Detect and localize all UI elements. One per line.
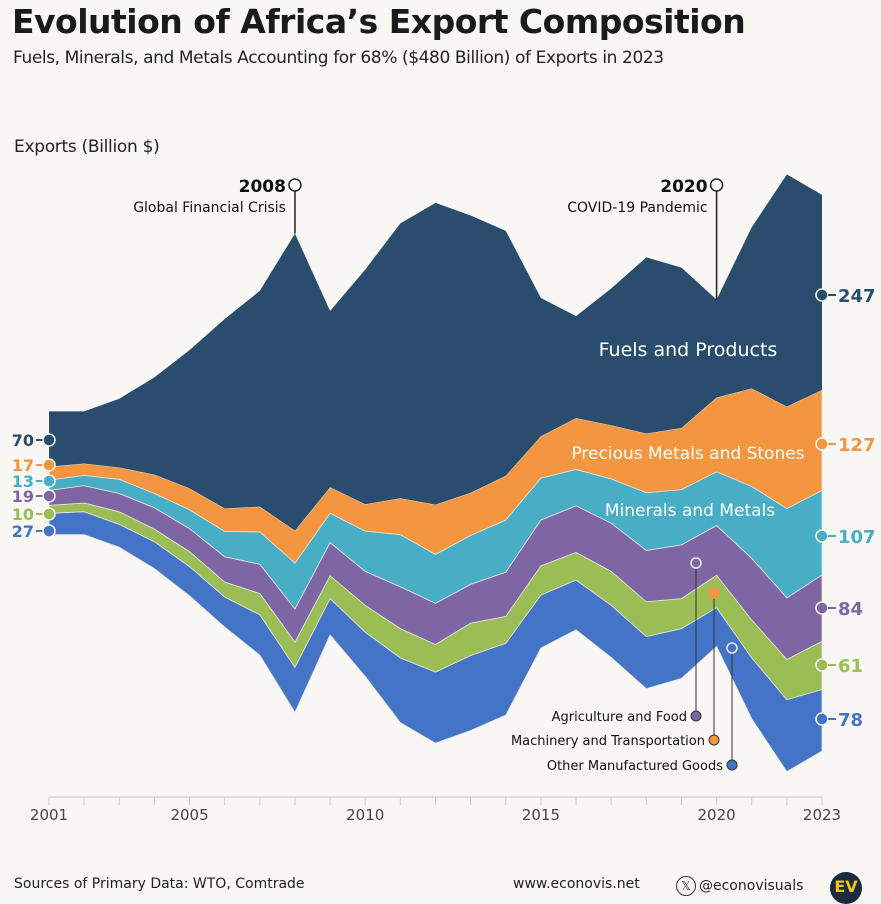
series-label: Fuels and Products: [599, 339, 778, 361]
x-tick-label: 2015: [522, 806, 560, 824]
end-value-label: 84: [838, 599, 863, 620]
start-dot: [42, 474, 56, 488]
callout-label: Other Manufactured Goods: [547, 759, 723, 774]
website-link[interactable]: www.econovis.net: [513, 876, 640, 892]
start-value-label: 17: [12, 456, 34, 475]
callout-dot: [690, 710, 702, 722]
annotation-label: COVID-19 Pandemic: [567, 200, 707, 216]
series-label: Precious Metals and Stones: [571, 444, 804, 464]
annotation-year: 2008: [239, 177, 286, 197]
source-note: Sources of Primary Data: WTO, Comtrade: [14, 876, 305, 892]
start-value-label: 70: [12, 431, 34, 450]
end-dot: [815, 658, 829, 672]
callout-anchor: [690, 557, 702, 569]
end-value-label: 61: [838, 656, 863, 677]
callout-anchor: [726, 642, 738, 654]
start-value-label: 27: [12, 522, 34, 541]
x-tick-label: 2010: [346, 806, 384, 824]
x-tick-label: 2020: [697, 806, 735, 824]
start-dot: [42, 507, 56, 521]
start-value-label: 13: [12, 472, 34, 491]
start-value-label: 19: [12, 487, 34, 506]
end-dot: [815, 712, 829, 726]
social-handle[interactable]: 𝕏 @econovisuals: [676, 876, 803, 896]
start-dot: [42, 489, 56, 503]
chart-subtitle: Fuels, Minerals, and Metals Accounting f…: [13, 48, 664, 68]
end-dot: [815, 288, 829, 302]
callout-dot: [708, 734, 720, 746]
start-dot: [42, 524, 56, 538]
callout-anchor: [708, 587, 720, 599]
series-label: Minerals and Metals: [605, 501, 775, 521]
x-tick-label: 2023: [803, 806, 841, 824]
end-value-label: 247: [838, 286, 876, 307]
start-dot: [42, 458, 56, 472]
econovis-logo: EV: [830, 872, 862, 904]
end-value-label: 107: [838, 527, 876, 548]
annotation-label: Global Financial Crisis: [133, 200, 286, 216]
end-dot: [815, 437, 829, 451]
y-axis-label: Exports (Billion $): [14, 137, 160, 157]
area-fuels-and-products: [49, 174, 822, 531]
x-icon: 𝕏: [676, 876, 696, 896]
start-dot: [42, 433, 56, 447]
social-handle-text: @econovisuals: [699, 878, 804, 894]
end-value-label: 78: [838, 710, 863, 731]
chart-title: Evolution of Africa’s Export Composition: [12, 2, 746, 41]
end-value-label: 127: [838, 435, 876, 456]
end-dot: [815, 601, 829, 615]
start-value-label: 10: [12, 505, 34, 524]
callout-label: Machinery and Transportation: [511, 734, 705, 749]
callout-dot: [726, 759, 738, 771]
annotation-marker: [288, 178, 302, 192]
callout-label: Agriculture and Food: [552, 710, 687, 725]
end-dot: [815, 529, 829, 543]
x-tick-label: 2001: [30, 806, 68, 824]
annotation-year: 2020: [660, 177, 707, 197]
annotation-marker: [709, 178, 724, 192]
x-tick-label: 2005: [170, 806, 208, 824]
